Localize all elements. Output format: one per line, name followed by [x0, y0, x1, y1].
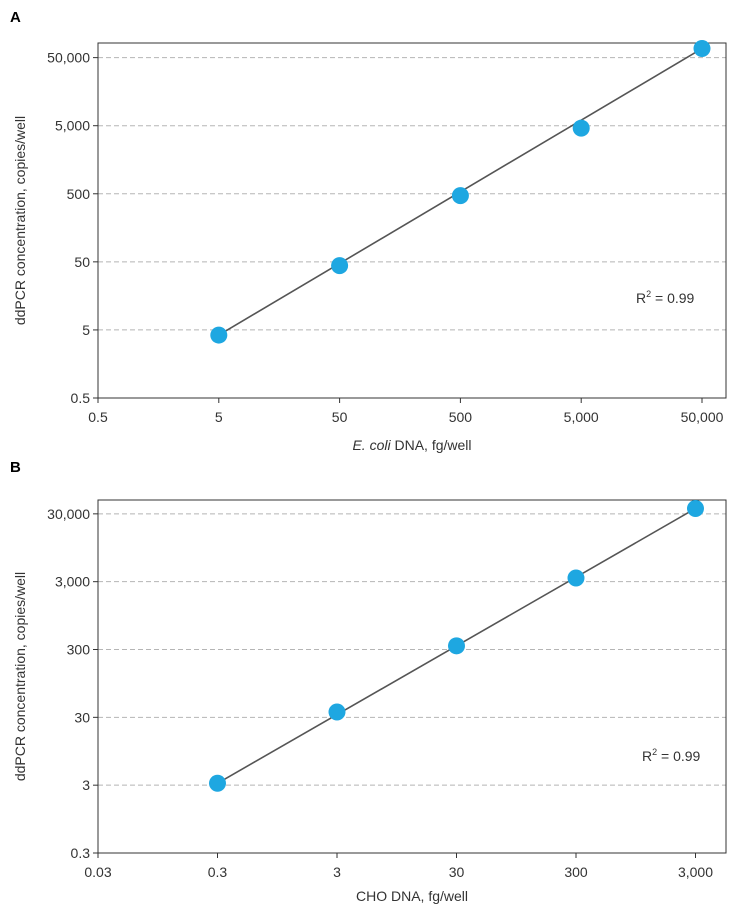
x-tick-label: 500	[449, 409, 473, 425]
y-tick-label: 3,000	[55, 574, 90, 590]
data-point	[331, 257, 349, 275]
panel-label: B	[10, 459, 21, 476]
x-tick-label: 0.5	[88, 409, 108, 425]
x-tick-label: 30	[449, 864, 465, 880]
plot-frame	[97, 499, 727, 854]
data-point	[572, 119, 590, 137]
data-point	[451, 187, 469, 205]
x-axis-label-text: DNA, fg/well	[391, 437, 472, 453]
y-tick-label: 30	[74, 709, 90, 725]
data-point	[567, 569, 585, 587]
y-tick-label: 30,000	[47, 506, 90, 522]
annotation-superscript: 2	[652, 747, 657, 757]
annotation-value: = 0.99	[651, 290, 694, 306]
x-tick-label: 300	[564, 864, 588, 880]
chart-panel-a: A 0.5 5 50 500 5,000 50,000 0.5 5 50 500 5,000 50,00…	[10, 9, 727, 453]
annotation-superscript: 2	[646, 289, 651, 299]
x-axis-label-italic: E. coli	[352, 437, 391, 453]
x-tick-label: 0.3	[208, 864, 228, 880]
annotation-r: R	[636, 290, 646, 306]
y-tick-label: 3	[82, 777, 90, 793]
y-tick-label: 0.5	[71, 390, 91, 406]
data-point	[208, 774, 226, 792]
y-tick-label: 50,000	[47, 50, 90, 66]
y-axis-label: ddPCR concentration, copies/well	[12, 572, 28, 781]
annotation-r: R	[642, 748, 652, 764]
y-tick-label: 300	[67, 642, 91, 658]
annotation-value: = 0.99	[657, 748, 700, 764]
x-axis-label-text: CHO DNA, fg/well	[356, 888, 468, 904]
x-axis-label: E. coli DNA, fg/well	[352, 437, 471, 453]
data-point	[693, 40, 711, 58]
plot-frame	[97, 42, 727, 399]
r-squared-annotation: R2 = 0.99	[642, 747, 701, 764]
data-point	[447, 637, 465, 655]
x-tick-label: 5	[215, 409, 223, 425]
x-tick-label: 3,000	[678, 864, 713, 880]
panel-label: A	[10, 9, 21, 26]
x-tick-label: 0.03	[84, 864, 111, 880]
y-tick-label: 5,000	[55, 118, 90, 134]
data-point	[210, 326, 228, 344]
y-tick-label: 50	[74, 254, 90, 270]
y-axis-label: ddPCR concentration, copies/well	[12, 116, 28, 325]
data-point	[328, 703, 346, 721]
r-squared-annotation: R2 = 0.99	[636, 289, 695, 306]
y-tick-label: 0.3	[71, 845, 91, 861]
x-tick-label: 3	[333, 864, 341, 880]
x-tick-label: 5,000	[564, 409, 599, 425]
x-axis-label: CHO DNA, fg/well	[356, 888, 468, 904]
y-tick-label: 500	[67, 186, 91, 202]
chart-panel-b: B 0.3 3 30 300 3,000 30,000 0.03 0.3 3 30 300 3,000 C…	[10, 459, 727, 904]
data-point	[686, 499, 704, 517]
x-tick-label: 50	[332, 409, 348, 425]
x-tick-label: 50,000	[681, 409, 724, 425]
y-tick-label: 5	[82, 322, 90, 338]
